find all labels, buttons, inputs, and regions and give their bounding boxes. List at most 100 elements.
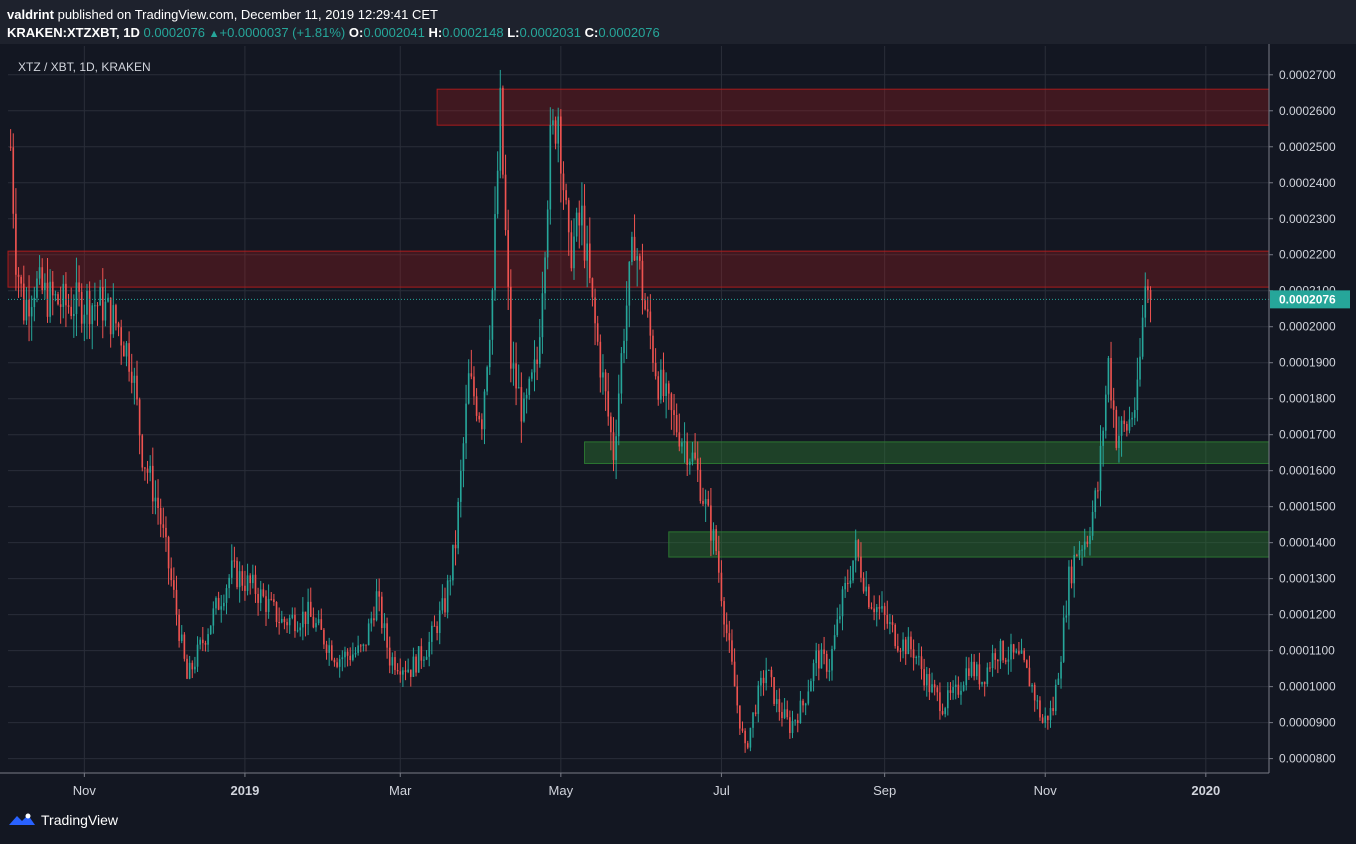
candle-body	[123, 345, 125, 357]
candle-body	[754, 712, 757, 714]
candle-body	[54, 294, 57, 296]
candle-body	[99, 286, 101, 306]
candle-body	[80, 291, 83, 324]
candle-body	[997, 659, 999, 662]
candle-body	[433, 625, 436, 627]
candle-body	[1012, 644, 1015, 653]
candle-body	[180, 634, 183, 641]
candle-body	[346, 651, 349, 656]
candle-body	[1041, 717, 1044, 723]
candle-body	[241, 571, 244, 586]
candle-body	[507, 230, 510, 287]
candle-body	[315, 623, 317, 628]
candle-body	[328, 645, 330, 653]
candle-body	[815, 650, 818, 664]
price-chart[interactable]: 0.0000800 0.0000900 0.0001000 0.0001100 0.00…	[0, 44, 1356, 804]
low-label: L:	[507, 25, 520, 40]
candle-body	[828, 670, 831, 672]
candle-body	[1047, 715, 1049, 721]
candle-body	[70, 306, 72, 316]
candle-body	[417, 646, 420, 673]
candle-body	[1036, 700, 1039, 702]
candle-body	[673, 410, 675, 415]
candle-body	[654, 362, 657, 377]
candle-body	[262, 589, 265, 597]
symbol-line: KRAKEN:XTZXBT, 1D	[7, 25, 140, 40]
candle-body	[612, 432, 615, 461]
candle-body	[875, 607, 878, 613]
candle-body	[717, 551, 720, 573]
candle-body	[138, 399, 141, 436]
candle-body	[1054, 684, 1057, 712]
candle-body	[257, 593, 259, 603]
candle-body	[857, 540, 860, 557]
candle-body	[20, 276, 22, 284]
candle-body	[381, 596, 383, 629]
candle-body	[428, 641, 431, 657]
candle-body	[1031, 684, 1033, 687]
candle-body	[462, 443, 465, 471]
candle-body	[436, 626, 438, 634]
candle-body	[1102, 430, 1104, 446]
candle-body	[944, 708, 947, 715]
candle-body	[1112, 400, 1115, 410]
chart-legend: XTZ / XBT, 1D, KRAKEN	[18, 60, 151, 74]
candle-body	[823, 649, 825, 654]
candle-body	[51, 281, 54, 296]
candle-body	[399, 671, 402, 675]
candle-body	[65, 283, 67, 306]
candle-body	[144, 467, 146, 469]
candle-body	[75, 282, 78, 315]
candle-body	[115, 305, 117, 324]
candle-body	[918, 656, 920, 658]
candle-body	[394, 657, 396, 670]
candle-body	[765, 670, 767, 684]
candle-body	[894, 624, 896, 647]
candle-body	[657, 376, 660, 400]
candle-body	[141, 435, 144, 468]
candle-body	[739, 705, 741, 729]
candle-body	[62, 283, 65, 307]
candle-body	[1025, 660, 1028, 668]
candle-body	[159, 508, 162, 525]
y-tick-label: 0.0001900	[1279, 356, 1336, 370]
candle-body	[407, 669, 409, 672]
candle-body	[573, 236, 575, 269]
y-tick-label: 0.0001800	[1279, 392, 1336, 406]
last-value: 0.0002076	[143, 25, 205, 40]
candle-body	[899, 650, 902, 652]
candle-body	[133, 375, 136, 383]
candle-body	[683, 441, 686, 443]
candle-body	[149, 465, 151, 473]
open-value: 0.0002041	[363, 25, 425, 40]
candle-body	[991, 653, 994, 669]
candle-body	[878, 607, 881, 609]
candle-body	[1147, 286, 1149, 291]
candle-body	[849, 580, 852, 584]
candle-body	[725, 624, 728, 634]
candle-body	[15, 213, 17, 275]
candle-body	[396, 669, 399, 672]
candle-body	[818, 650, 820, 669]
tradingview-brand[interactable]: TradingView	[8, 812, 118, 828]
candle-body	[870, 607, 873, 609]
candle-body	[383, 623, 386, 629]
candle-body	[128, 343, 130, 372]
candle-body	[217, 597, 220, 610]
candle-body	[920, 656, 923, 670]
candle-body	[446, 580, 449, 613]
x-tick-label: Jul	[713, 783, 730, 798]
publisher-name: valdrint	[7, 7, 54, 22]
y-tick-label: 0.0002700	[1279, 68, 1336, 82]
candle-body	[170, 568, 173, 581]
candle-body	[752, 712, 754, 728]
y-tick-label: 0.0002400	[1279, 176, 1336, 190]
candle-body	[778, 699, 781, 712]
candle-body	[1128, 419, 1131, 431]
candle-body	[804, 703, 807, 706]
candle-body	[767, 669, 770, 671]
y-tick-label: 0.0001200	[1279, 608, 1336, 622]
candle-body	[415, 656, 417, 673]
candle-body	[1089, 535, 1091, 544]
candle-body	[354, 652, 357, 655]
